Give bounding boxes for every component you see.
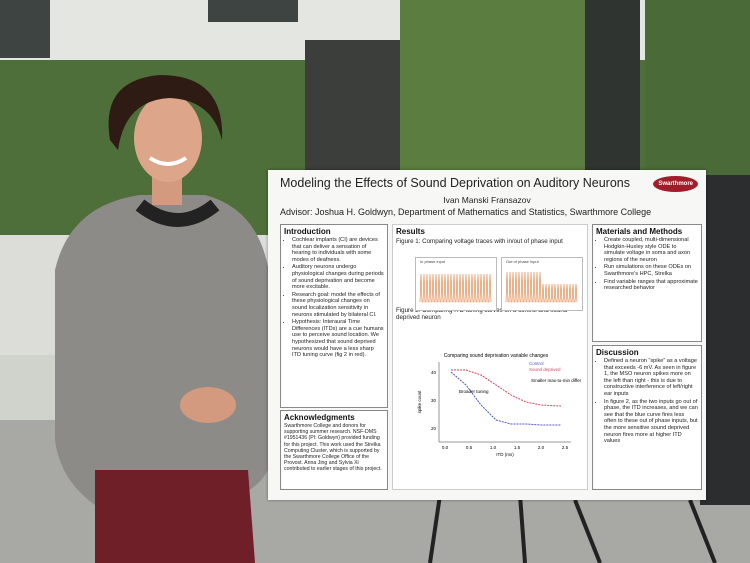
bullet: Auditory neurons undergo physiological c… (292, 264, 384, 290)
introduction: Introduction Cochlear implants (CI) are … (280, 224, 388, 408)
poster-title: Modeling the Effects of Sound Deprivatio… (280, 176, 630, 190)
blue-curve (450, 371, 561, 426)
figure-panel: Out of phase input (501, 257, 583, 311)
poster: Modeling the Effects of Sound Deprivatio… (268, 170, 706, 500)
panel-title: In phase input (420, 259, 446, 264)
sweater (55, 195, 270, 505)
bullet: In figure 2, as the two inputs go out of… (604, 399, 698, 445)
trace (419, 273, 492, 303)
x-tick-label: 1.5 (514, 445, 521, 450)
panel-title: Out of phase input (506, 259, 539, 264)
x-tick-label: 1.0 (490, 445, 497, 450)
pants (95, 470, 255, 563)
section-heading: Discussion (596, 348, 639, 357)
figure-caption: Figure 1: Comparing voltage traces with … (396, 238, 563, 245)
y-tick-label: 20 (431, 426, 437, 431)
x-tick-label: 0.0 (442, 445, 449, 450)
red-curve (451, 369, 562, 407)
hair (108, 75, 223, 150)
figure-title: Comparing sound deprivation variable cha… (444, 353, 549, 359)
x-tick-label: 2.5 (562, 445, 569, 450)
figure-2: Comparing sound deprivation variable cha… (411, 350, 581, 460)
section-heading: Results (396, 227, 425, 236)
trace (505, 271, 578, 303)
bullet: Find variable ranges that approximate re… (604, 279, 698, 292)
bullet: Research goal: model the effects of thes… (292, 292, 384, 318)
bullet: Cochlear implants (CI) are devices that … (292, 237, 384, 263)
figure-panel: In phase input (415, 257, 497, 311)
x-axis-label: ITD (ms) (496, 452, 514, 457)
acknowledgments: Acknowledgments Swarthmore College and d… (280, 410, 388, 490)
discussion: Discussion Defined a neuron “spike” as a… (592, 345, 702, 490)
smile (148, 156, 188, 166)
bullet: Hypothesis: Interaural Time Differences … (292, 319, 384, 359)
y-axis-label: spike count (417, 390, 422, 414)
face (134, 94, 202, 182)
y-tick-label: 40 (431, 370, 437, 375)
section-heading: Acknowledgments (284, 413, 355, 422)
easel (428, 494, 717, 563)
green-wall-right (645, 0, 750, 175)
bullet: Run simulations on these ODEs on Swarthm… (604, 264, 698, 277)
section-text: Swarthmore College and donors for suppor… (284, 423, 382, 473)
annotation: Broader tuning (459, 389, 489, 394)
author: Ivan Manski Fransazov (443, 195, 531, 205)
window (208, 0, 298, 22)
headphones (135, 199, 220, 227)
window (305, 40, 400, 170)
bullet-list: Defined a neuron “spike” as a voltage th… (596, 358, 698, 445)
x-tick-label: 2.0 (538, 445, 545, 450)
hands (180, 387, 236, 423)
logo: Swarthmore (653, 176, 698, 192)
green-wall-upper (400, 0, 590, 170)
bullet: Create coupled, multi-dimensional Hodgki… (604, 237, 698, 263)
board (700, 175, 750, 505)
legend-entry: Sound deprived (529, 367, 561, 372)
bullet-list: Create coupled, multi-dimensional Hodgki… (596, 237, 698, 292)
trace-line (419, 273, 492, 303)
methods: Materials and Methods Create coupled, mu… (592, 224, 702, 342)
section-heading: Materials and Methods (596, 227, 683, 236)
x-tick-label: 0.5 (466, 445, 473, 450)
annotation: Smaller max-to-min difference (531, 378, 581, 383)
legend-entry: Control (529, 361, 544, 366)
bullet: Defined a neuron “spike” as a voltage th… (604, 358, 698, 398)
advisor: Advisor: Joshua H. Goldwyn, Department o… (280, 207, 652, 217)
results: Results Figure 1: Comparing voltage trac… (392, 224, 588, 490)
window (0, 0, 50, 58)
section-heading: Introduction (284, 227, 331, 236)
trace-line (505, 271, 578, 303)
y-tick-label: 30 (431, 398, 437, 403)
bullet-list: Cochlear implants (CI) are devices that … (284, 237, 384, 359)
window (585, 0, 640, 170)
